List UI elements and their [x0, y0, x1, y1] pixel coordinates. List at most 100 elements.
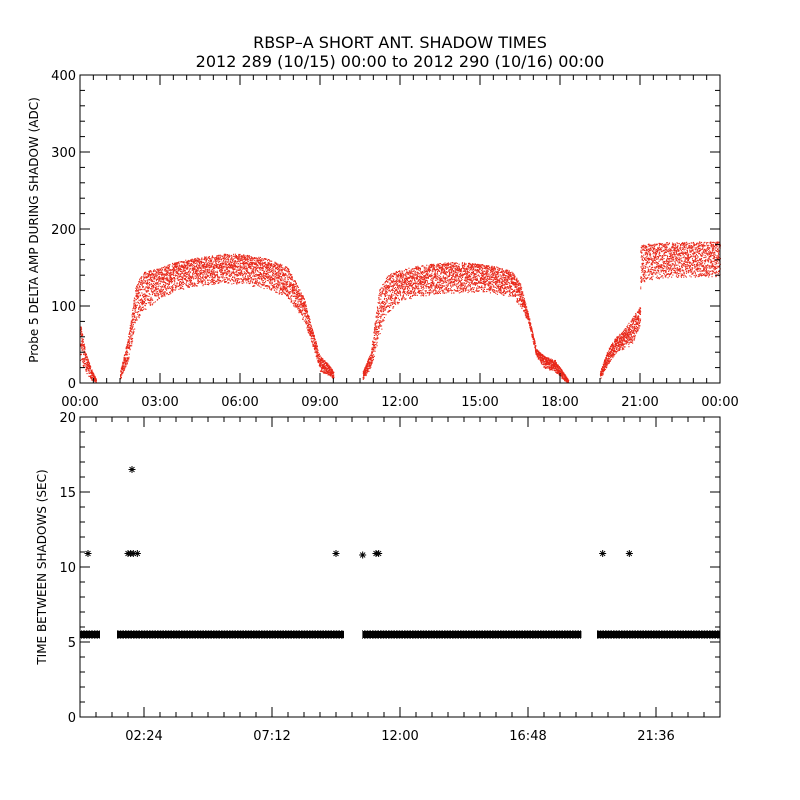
top-data-point [298, 293, 300, 295]
top-data-point [300, 309, 302, 311]
top-data-point [289, 288, 291, 290]
top-data-point [366, 367, 368, 369]
top-data-point [373, 355, 375, 357]
top-data-point [254, 268, 256, 270]
top-data-point [385, 278, 387, 280]
top-data-point [379, 322, 381, 324]
top-data-point [284, 286, 286, 288]
top-data-point [377, 322, 379, 324]
top-data-point [298, 310, 300, 312]
top-data-point [82, 340, 84, 342]
top-data-point [381, 290, 383, 292]
top-data-point [162, 289, 164, 291]
top-data-point [256, 283, 258, 285]
top-data-point [327, 370, 329, 372]
top-data-point [277, 280, 279, 282]
top-data-point [379, 294, 381, 296]
top-data-point [205, 276, 207, 278]
top-data-point [188, 277, 190, 279]
top-data-point [199, 262, 201, 264]
top-data-point [178, 276, 180, 278]
top-data-point [192, 272, 194, 274]
top-data-point [267, 277, 269, 279]
top-data-point [297, 296, 299, 298]
top-data-point [208, 272, 210, 274]
top-data-point [219, 270, 221, 272]
top-data-point [222, 272, 224, 274]
top-data-point [301, 297, 303, 299]
top-data-point [141, 283, 143, 285]
top-data-point [158, 268, 160, 270]
top-data-point [218, 279, 220, 281]
top-data-point [141, 302, 143, 304]
top-data-point [255, 282, 257, 284]
top-data-point [220, 268, 222, 270]
top-data-point [376, 306, 378, 308]
top-data-point [259, 274, 261, 276]
top-data-point [365, 369, 367, 371]
top-data-point [367, 367, 369, 369]
top-data-point [280, 266, 282, 268]
top-data-point [198, 270, 200, 272]
top-data-point [248, 272, 250, 274]
top-data-point [267, 260, 269, 262]
top-data-point [302, 313, 304, 315]
top-data-point [237, 278, 239, 280]
top-data-point [262, 273, 264, 275]
top-data-point [214, 282, 216, 284]
top-data-point [167, 288, 169, 290]
top-data-point [148, 302, 150, 304]
top-data-point [178, 266, 180, 268]
top-data-point [189, 265, 191, 267]
top-data-point [385, 308, 387, 310]
top-data-point [82, 334, 84, 336]
top-data-point [203, 276, 205, 278]
top-data-point [385, 314, 387, 316]
top-data-point [326, 364, 328, 366]
top-data-point [203, 270, 205, 272]
top-data-point [388, 295, 390, 297]
top-data-point [145, 271, 147, 273]
top-data-point [136, 316, 138, 318]
top-data-point [287, 290, 289, 292]
top-data-point [281, 283, 283, 285]
top-data-point [290, 275, 292, 277]
top-data-point [313, 335, 315, 337]
top-data-point [228, 275, 230, 277]
top-data-point [258, 274, 260, 276]
top-data-point [166, 272, 168, 274]
top-data-point [130, 337, 132, 339]
top-data-point [282, 267, 284, 269]
top-data-point [262, 268, 264, 270]
top-data-point [375, 322, 377, 324]
top-data-point [291, 284, 293, 286]
top-data-point [201, 261, 203, 263]
top-data-point [236, 256, 238, 258]
top-data-point [265, 263, 267, 265]
top-data-point [258, 261, 260, 263]
top-data-point [376, 316, 378, 318]
top-data-point [379, 290, 381, 292]
top-data-point [316, 346, 318, 348]
top-data-point [233, 265, 235, 267]
top-data-point [233, 258, 235, 260]
top-data-point [319, 366, 321, 368]
top-data-point [175, 269, 177, 271]
top-data-point [137, 302, 139, 304]
top-data-point [362, 372, 364, 374]
top-data-point [157, 278, 159, 280]
top-data-point [398, 293, 400, 295]
top-data-point [154, 276, 156, 278]
top-data-point [174, 289, 176, 291]
top-data-point [237, 282, 239, 284]
top-data-point [168, 280, 170, 282]
top-data-point [330, 374, 332, 376]
top-data-point [379, 295, 381, 297]
top-data-point [123, 357, 125, 359]
top-data-point [225, 258, 227, 260]
top-data-point [170, 289, 172, 291]
top-data-point [376, 343, 378, 345]
top-data-point [135, 308, 137, 310]
top-data-point [297, 297, 299, 299]
top-data-point [81, 334, 83, 336]
